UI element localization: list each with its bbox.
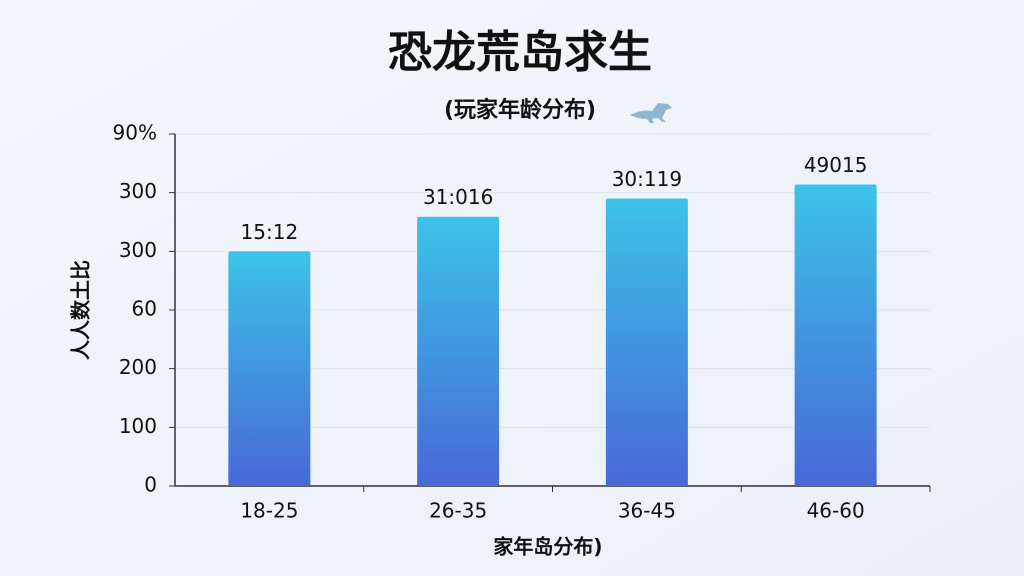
x-tick-label: 18-25 xyxy=(240,499,298,523)
y-axis-label: 人人数土比 xyxy=(69,260,93,360)
bar xyxy=(228,251,311,486)
value-label: 30:119 xyxy=(612,167,682,191)
y-tick-label: 90% xyxy=(113,121,157,145)
bar xyxy=(794,184,877,486)
value-label: 15:12 xyxy=(241,220,299,244)
value-label: 31:016 xyxy=(423,185,493,209)
chart-subtitle: (玩家年龄分布) xyxy=(444,97,596,123)
bar xyxy=(417,216,500,486)
y-tick-label: 300 xyxy=(119,179,157,203)
bar xyxy=(605,198,688,487)
chart-title: 恐龙荒岛求生 xyxy=(388,27,652,78)
dino-icon xyxy=(630,103,672,123)
y-tick-label: 100 xyxy=(119,414,157,438)
plot-area: 0 100 200 60 300 300 90% 18-25 15:12 26-35 31:016 3… xyxy=(113,121,931,523)
y-tick-label: 60 xyxy=(132,297,157,321)
y-tick-label: 300 xyxy=(119,238,157,262)
x-tick-label: 46-60 xyxy=(807,499,865,523)
y-tick-label: 200 xyxy=(119,355,157,379)
x-tick-label: 36-45 xyxy=(618,499,676,523)
value-label: 49015 xyxy=(804,153,868,177)
y-tick-label: 0 xyxy=(144,473,157,497)
x-axis-label: 家年岛分布) xyxy=(493,535,602,559)
x-tick-label: 26-35 xyxy=(429,499,487,523)
